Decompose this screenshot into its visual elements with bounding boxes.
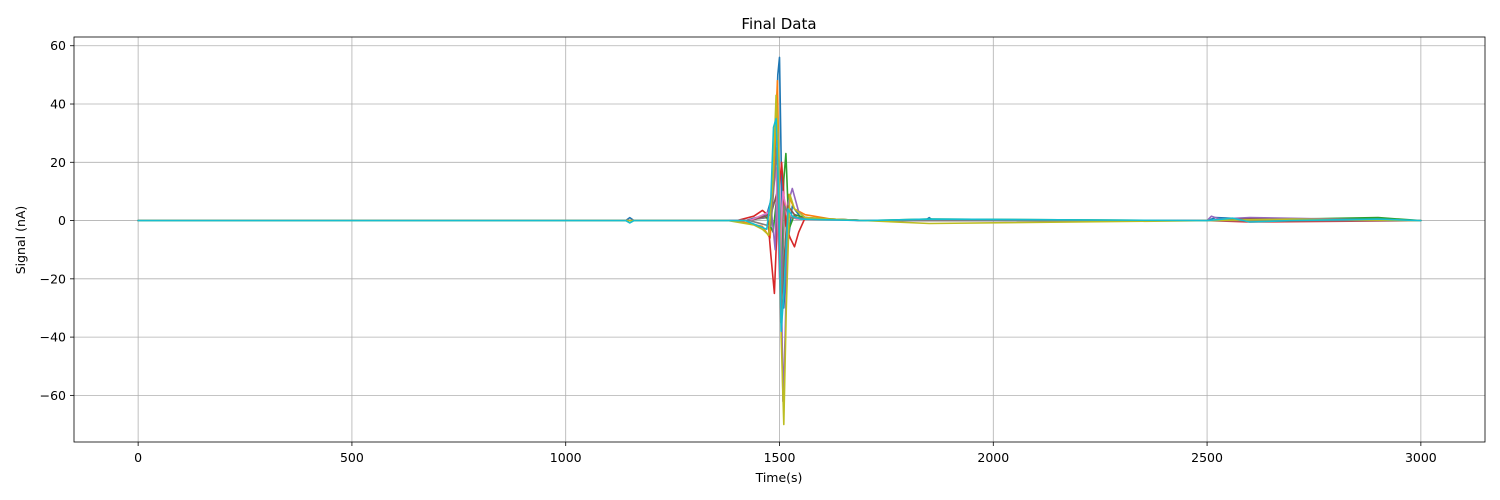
axis-ticks: 0 500 1000 1500 2000 2500 3000 60 40 20 0 −20 −40 −60	[40, 38, 1437, 465]
y-tick-label: 60	[50, 38, 66, 53]
x-tick-label: 1000	[550, 450, 582, 465]
x-tick-label: 0	[134, 450, 142, 465]
series-lines	[137, 56, 1422, 426]
x-tick-label: 500	[340, 450, 364, 465]
series-line-10	[137, 117, 1422, 333]
x-tick-label: 2000	[977, 450, 1009, 465]
y-tick-label: 0	[58, 213, 66, 228]
x-tick-label: 3000	[1405, 450, 1437, 465]
series-line-9	[137, 94, 1422, 426]
y-tick-label: −40	[40, 330, 66, 345]
x-tick-label: 2500	[1191, 450, 1223, 465]
y-tick-label: 40	[50, 97, 66, 112]
x-tick-label: 1500	[764, 450, 796, 465]
y-axis-title: Signal (nA)	[13, 206, 28, 275]
y-tick-label: −20	[40, 271, 66, 286]
y-tick-label: −60	[40, 388, 66, 403]
x-axis-title: Time(s)	[755, 470, 803, 485]
y-tick-label: 20	[50, 155, 66, 170]
chart-title: Final Data	[741, 15, 816, 33]
